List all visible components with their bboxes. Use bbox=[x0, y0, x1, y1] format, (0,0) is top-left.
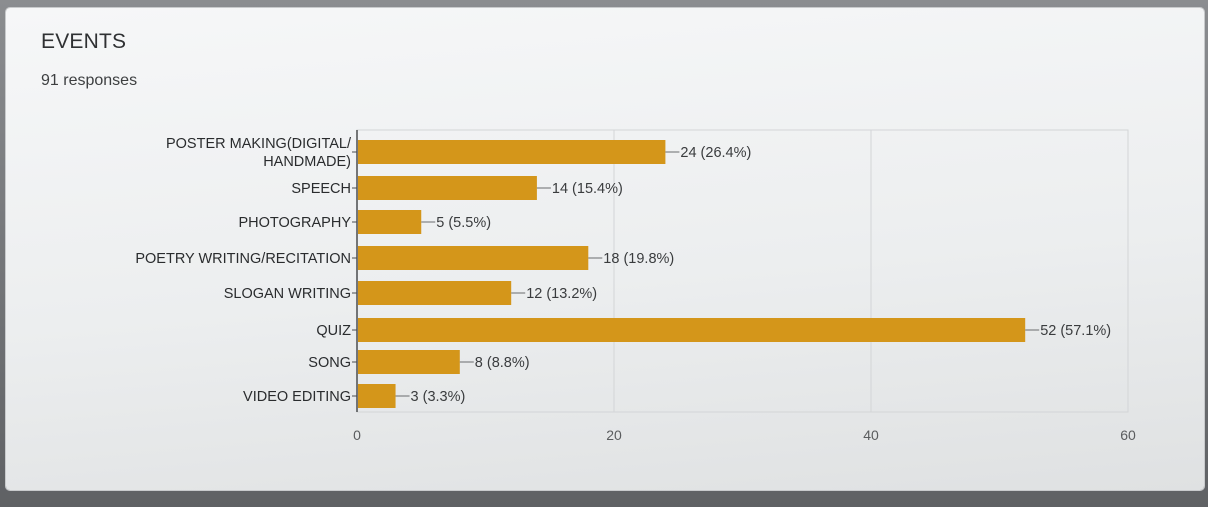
category-label: VIDEO EDITING bbox=[243, 389, 351, 405]
data-label: 12 (13.2%) bbox=[526, 286, 597, 302]
data-label: 24 (26.4%) bbox=[680, 145, 751, 161]
x-tick-label: 60 bbox=[1120, 427, 1136, 443]
category-label: SONG bbox=[308, 355, 351, 371]
x-tick-label: 0 bbox=[353, 427, 361, 443]
plot-frame bbox=[356, 129, 1129, 413]
category-label: HANDMADE) bbox=[263, 154, 351, 170]
bar bbox=[358, 281, 512, 305]
data-label: 8 (8.8%) bbox=[475, 355, 530, 371]
category-label: PHOTOGRAPHY bbox=[238, 215, 351, 231]
data-label: 3 (3.3%) bbox=[411, 389, 466, 405]
data-label: 5 (5.5%) bbox=[436, 215, 491, 231]
category-label: SPEECH bbox=[291, 181, 351, 197]
bar bbox=[358, 318, 1026, 342]
bar bbox=[358, 140, 666, 164]
question-card bbox=[6, 8, 1204, 490]
data-label: 52 (57.1%) bbox=[1040, 323, 1111, 339]
responses-count: 91 responses bbox=[41, 72, 138, 89]
bar bbox=[358, 384, 396, 408]
bar bbox=[358, 246, 589, 270]
category-label: QUIZ bbox=[316, 323, 351, 339]
bar bbox=[358, 350, 460, 374]
x-tick-label: 40 bbox=[863, 427, 879, 443]
data-label: 14 (15.4%) bbox=[552, 181, 623, 197]
category-label: SLOGAN WRITING bbox=[224, 286, 351, 302]
category-label: POSTER MAKING(DIGITAL/ bbox=[166, 136, 352, 152]
bar bbox=[358, 176, 537, 200]
data-label: 18 (19.8%) bbox=[603, 251, 674, 267]
bar bbox=[358, 210, 422, 234]
x-tick-label: 20 bbox=[606, 427, 622, 443]
question-title: EVENTS bbox=[41, 30, 127, 53]
category-label: POETRY WRITING/RECITATION bbox=[135, 251, 351, 267]
